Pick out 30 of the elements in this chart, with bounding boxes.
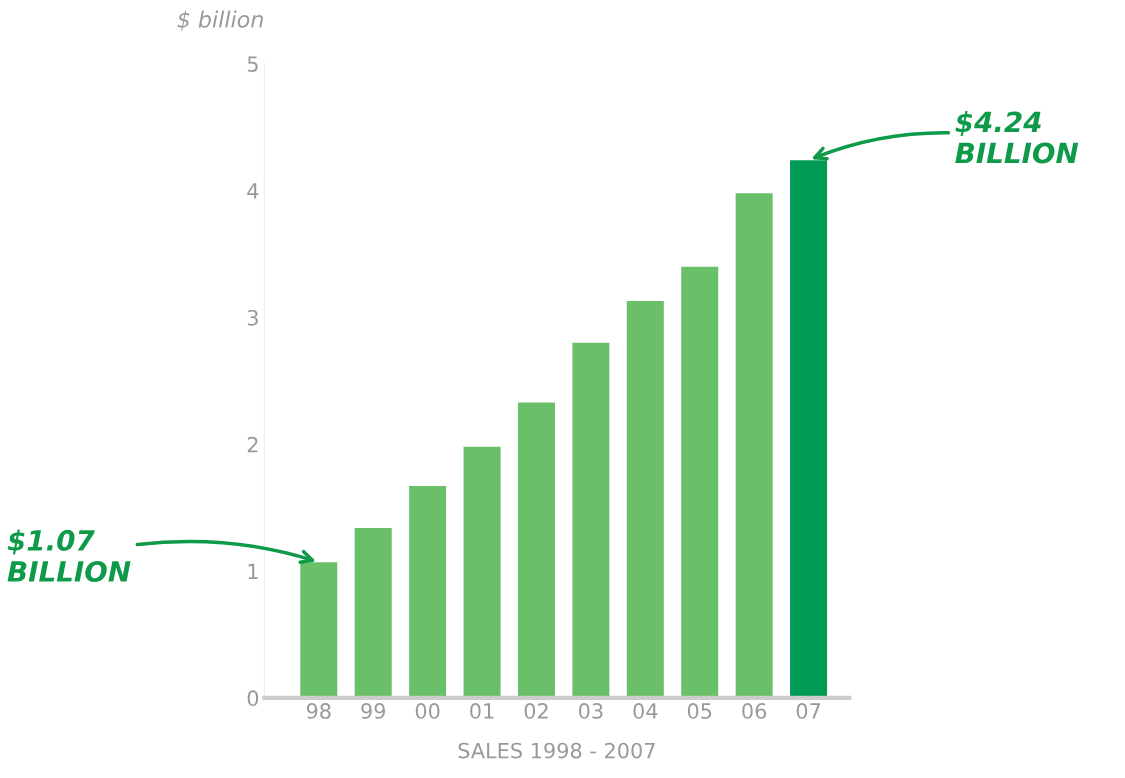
- y-tick-label: 0: [247, 690, 259, 707]
- y-tick-label: 4: [247, 183, 259, 199]
- y-tick-label: 1: [248, 563, 258, 579]
- bar: [572, 342, 610, 698]
- annotation: $1.07 BILLION: [7, 529, 131, 582]
- x-tick-label: 04: [633, 703, 658, 719]
- annotation: $4.24 BILLION: [955, 110, 1079, 164]
- x-tick-label: 03: [579, 703, 603, 719]
- x-tick-label: 06: [742, 703, 767, 719]
- y-tick-label: 2: [247, 436, 258, 453]
- x-tick-label: 02: [524, 703, 548, 719]
- x-tick-label: 98: [306, 703, 331, 719]
- x-tick-label: 07: [796, 703, 821, 719]
- y-axis-title: $ billion: [177, 10, 263, 31]
- bar: [300, 562, 338, 698]
- bar: [517, 402, 555, 698]
- x-tick-label: 05: [687, 703, 712, 719]
- bar: [790, 160, 828, 698]
- x-tick-label: 00: [415, 703, 440, 719]
- bar: [409, 486, 447, 698]
- x-tick-label: 99: [361, 703, 385, 719]
- bar: [354, 527, 392, 698]
- bar: [626, 300, 664, 698]
- bar: [735, 193, 773, 698]
- y-tick-label: 5: [247, 56, 258, 73]
- y-tick-label: 3: [247, 309, 258, 326]
- bar: [681, 266, 719, 698]
- x-tick-label: 01: [470, 703, 494, 719]
- x-axis-title: SALES 1998 - 2007: [458, 742, 655, 759]
- bar: [463, 446, 501, 698]
